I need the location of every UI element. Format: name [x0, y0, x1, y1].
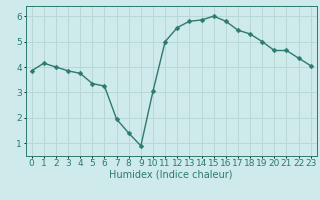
X-axis label: Humidex (Indice chaleur): Humidex (Indice chaleur): [109, 170, 233, 180]
